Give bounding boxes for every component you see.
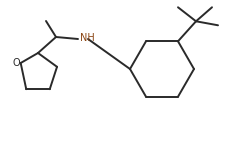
Text: NH: NH [80,33,94,43]
Text: O: O [13,58,20,68]
